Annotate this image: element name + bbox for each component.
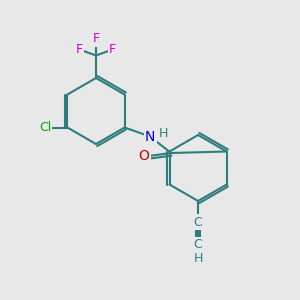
Text: C: C: [194, 215, 203, 229]
Text: N: N: [145, 130, 155, 143]
Text: H: H: [194, 251, 203, 265]
Text: Cl: Cl: [39, 121, 51, 134]
Text: F: F: [109, 43, 116, 56]
Text: F: F: [92, 32, 100, 46]
Text: F: F: [76, 43, 83, 56]
Text: H: H: [159, 127, 168, 140]
Text: C: C: [194, 238, 203, 251]
Text: O: O: [139, 149, 149, 163]
